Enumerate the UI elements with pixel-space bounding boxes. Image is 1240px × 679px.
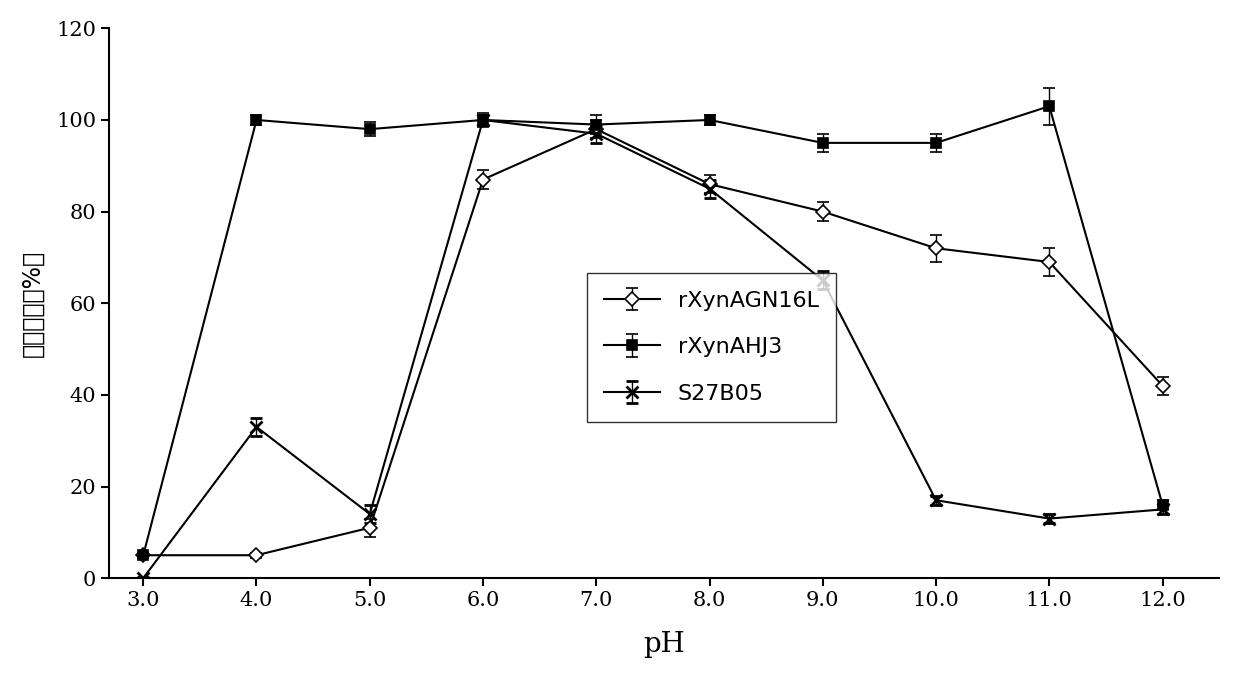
X-axis label: pH: pH [644,631,684,658]
Legend: rXynAGN16L, rXynAHJ3, S27B05: rXynAGN16L, rXynAHJ3, S27B05 [587,273,837,422]
Y-axis label: 相对酶活（%）: 相对酶活（%） [21,250,45,356]
